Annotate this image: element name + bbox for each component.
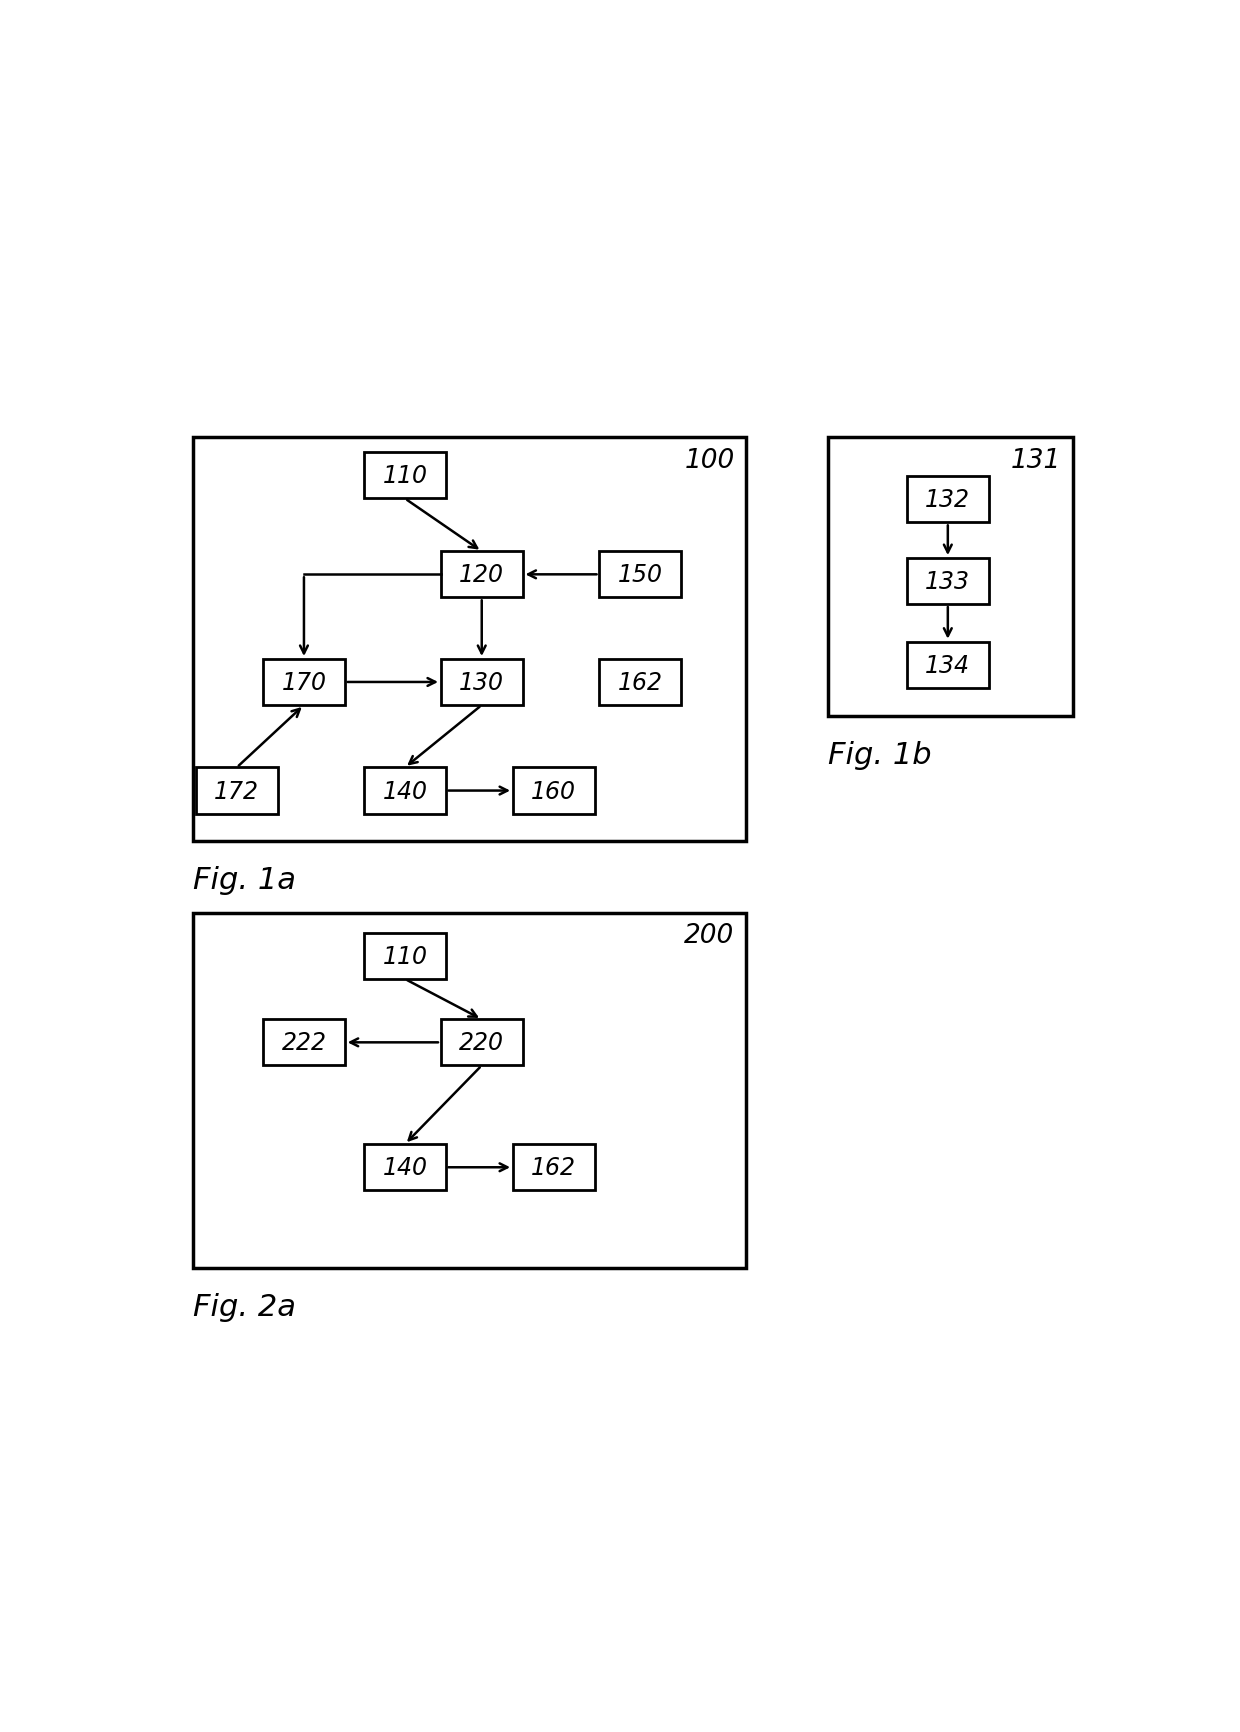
Bar — [365, 454, 445, 499]
Text: 100: 100 — [684, 447, 734, 473]
Text: 131: 131 — [1011, 447, 1061, 473]
Bar — [196, 767, 278, 814]
Bar — [599, 553, 681, 598]
Bar — [193, 913, 746, 1268]
Bar — [365, 1145, 445, 1190]
Bar — [906, 476, 988, 523]
Bar — [193, 438, 746, 842]
Bar — [441, 553, 522, 598]
Text: 134: 134 — [925, 653, 971, 677]
Text: 132: 132 — [925, 488, 971, 513]
Text: 150: 150 — [618, 563, 663, 587]
Text: 160: 160 — [531, 779, 577, 804]
Bar — [365, 767, 445, 814]
Text: Fig. 2a: Fig. 2a — [193, 1292, 296, 1322]
Text: 222: 222 — [281, 1031, 326, 1055]
Bar — [441, 660, 522, 705]
Text: 162: 162 — [618, 670, 663, 695]
Bar — [365, 934, 445, 979]
Text: 133: 133 — [925, 570, 971, 594]
Bar — [441, 1020, 522, 1065]
Text: 130: 130 — [459, 670, 505, 695]
Bar — [263, 1020, 345, 1065]
Text: Fig. 1b: Fig. 1b — [828, 740, 931, 769]
Text: 140: 140 — [382, 779, 428, 804]
Bar — [263, 660, 345, 705]
Text: 220: 220 — [459, 1031, 505, 1055]
Text: 200: 200 — [684, 923, 734, 949]
Bar — [513, 767, 595, 814]
Bar — [828, 438, 1073, 717]
Bar — [513, 1145, 595, 1190]
Bar — [906, 643, 988, 688]
Text: Fig. 1a: Fig. 1a — [193, 864, 296, 894]
Bar — [599, 660, 681, 705]
Text: 120: 120 — [459, 563, 505, 587]
Text: 140: 140 — [382, 1155, 428, 1179]
Text: 110: 110 — [382, 464, 428, 488]
Text: 172: 172 — [215, 779, 259, 804]
Text: 110: 110 — [382, 944, 428, 968]
Text: 162: 162 — [531, 1155, 577, 1179]
Text: 170: 170 — [281, 670, 326, 695]
Bar — [906, 559, 988, 604]
